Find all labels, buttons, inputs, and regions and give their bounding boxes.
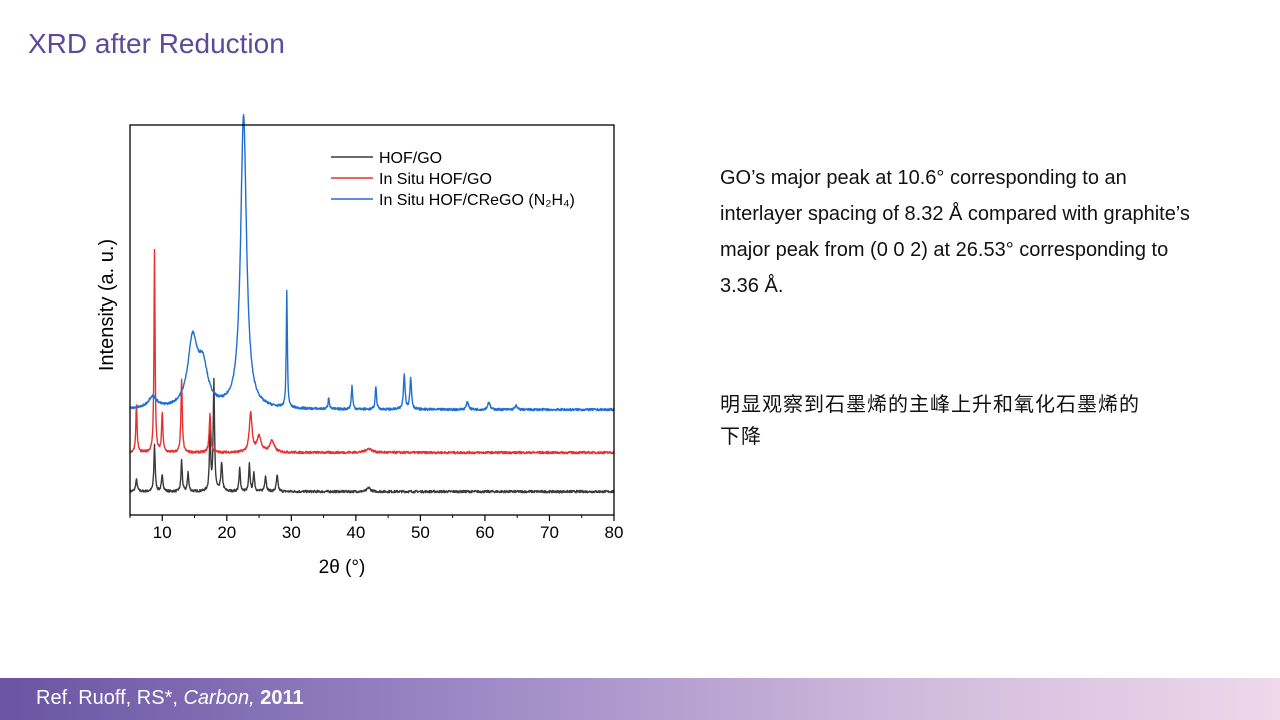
x-tick-label: 60 <box>475 523 494 542</box>
legend-label-1: In Situ HOF/GO <box>379 171 492 188</box>
plot-frame <box>129 124 615 516</box>
x-tick-label: 10 <box>153 523 172 542</box>
legend-label-0: HOF/GO <box>379 150 442 167</box>
y-axis-label: Intensity (a. u.) <box>96 239 118 371</box>
series-line-0 <box>129 377 615 494</box>
legend-label-2: In Situ HOF/CReGO (N₂H₄) <box>379 192 575 209</box>
reference-journal: Carbon, <box>183 687 255 709</box>
reference-prefix: Ref. Ruoff, RS*, <box>36 687 184 709</box>
chinese-note: 明显观察到石墨烯的主峰上升和氧化石墨烯的下降 <box>720 392 1140 448</box>
series-line-2 <box>129 113 615 412</box>
x-tick-label: 70 <box>540 523 559 542</box>
slide-title: XRD after Reduction <box>28 28 285 59</box>
x-tick-label: 80 <box>605 523 624 542</box>
reference-year: 2011 <box>260 687 304 709</box>
x-axis-label: 2θ (°) <box>319 557 366 578</box>
series-line-1 <box>129 248 615 455</box>
x-tick-label: 50 <box>411 523 430 542</box>
xrd-chart-svg: 10 20 30 40 50 60 70 80 2θ (°) Intensity (a. u.) H… <box>96 113 624 578</box>
reference: Ref. Ruoff, RS*, Carbon, 2011 <box>36 687 304 710</box>
x-tick-label: 40 <box>346 523 365 542</box>
xrd-chart: 10 20 30 40 50 60 70 80 2θ (°) Intensity (a. u.) H… <box>80 110 640 600</box>
x-tick-label: 20 <box>217 523 236 542</box>
description-text: GO’s major peak at 10.6° corresponding t… <box>720 167 1190 297</box>
x-tick-label: 30 <box>282 523 301 542</box>
footer-bar: Ref. Ruoff, RS*, Carbon, 2011 <box>0 678 1280 720</box>
